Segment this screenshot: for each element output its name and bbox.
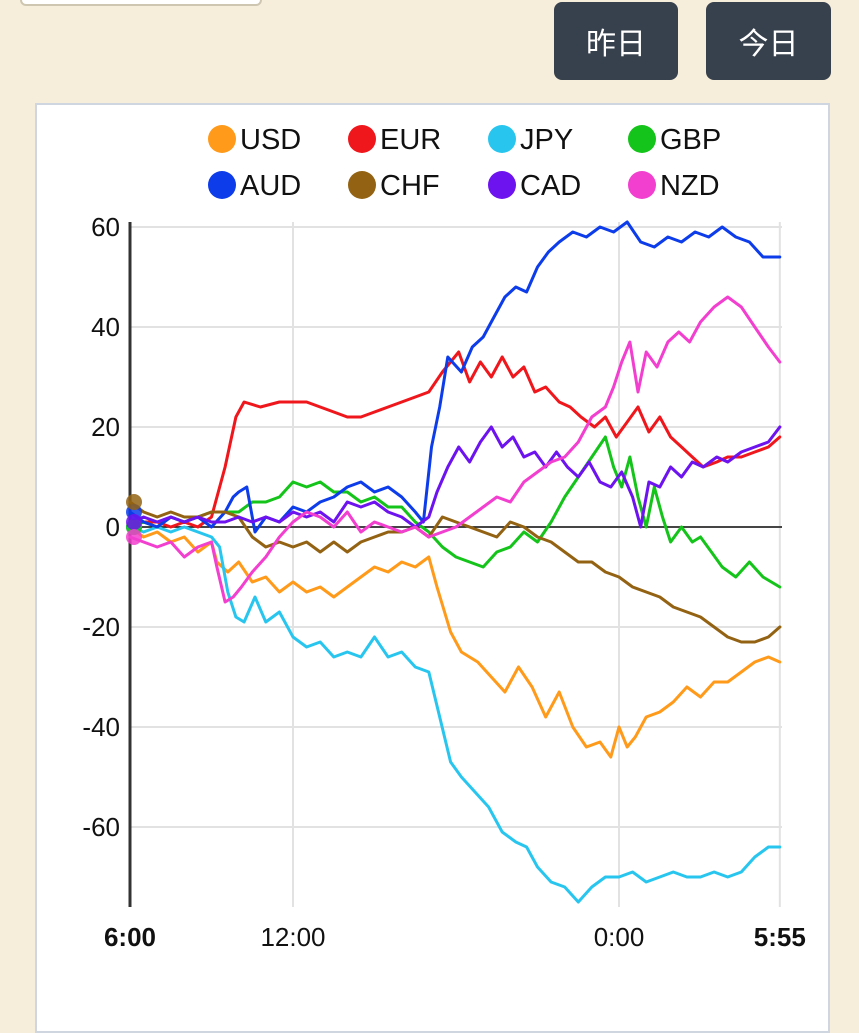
x-tick-label: 5:55 (754, 922, 806, 952)
legend-label-jpy: JPY (520, 124, 573, 156)
legend-swatch-nzd (628, 171, 656, 199)
y-tick-label: -60 (82, 812, 120, 842)
legend-swatch-chf (348, 171, 376, 199)
series-line-gbp (128, 435, 782, 589)
series-line-nzd (128, 295, 782, 604)
start-marker-cad (126, 514, 142, 530)
y-tick-label: 20 (91, 412, 120, 442)
legend-swatch-eur (348, 125, 376, 153)
legend-label-eur: EUR (380, 124, 441, 156)
start-marker-nzd (126, 529, 142, 545)
x-tick-label: 6:00 (104, 922, 156, 952)
x-tick-label: 0:00 (594, 922, 645, 952)
start-marker-chf (126, 494, 142, 510)
legend-label-aud: AUD (240, 170, 301, 202)
legend-swatch-usd (208, 125, 236, 153)
series-line-cad (128, 425, 782, 529)
legend-label-usd: USD (240, 124, 301, 156)
series-line-jpy (128, 525, 782, 904)
today-button[interactable]: 今日 (706, 2, 831, 80)
yesterday-button[interactable]: 昨日 (554, 2, 678, 80)
y-tick-label: -40 (82, 712, 120, 742)
y-tick-label: 40 (91, 312, 120, 342)
legend-swatch-cad (488, 171, 516, 199)
y-tick-label: -20 (82, 612, 120, 642)
series-line-eur (128, 350, 782, 529)
y-tick-label: 60 (91, 212, 120, 242)
top-tab-edge (20, 0, 262, 6)
legend-swatch-jpy (488, 125, 516, 153)
legend-label-nzd: NZD (660, 170, 720, 202)
legend-swatch-aud (208, 171, 236, 199)
series-line-usd (128, 525, 782, 759)
series-line-aud (128, 220, 782, 534)
legend-swatch-gbp (628, 125, 656, 153)
legend-label-chf: CHF (380, 170, 440, 202)
legend-label-gbp: GBP (660, 124, 721, 156)
legend-label-cad: CAD (520, 170, 581, 202)
x-tick-label: 12:00 (260, 922, 325, 952)
y-tick-label: 0 (106, 512, 120, 542)
